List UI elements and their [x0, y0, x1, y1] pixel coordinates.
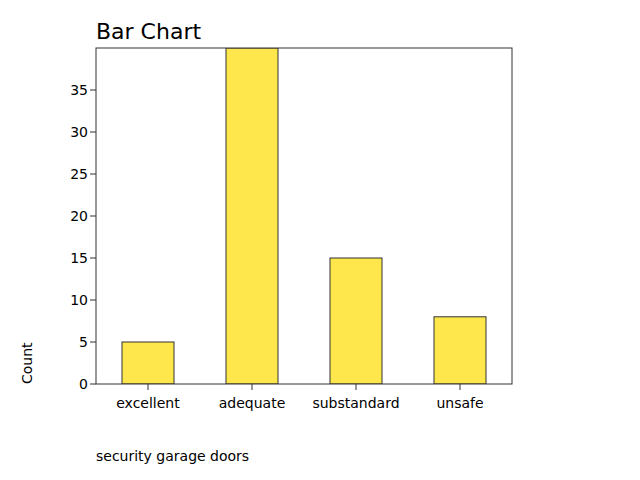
y-tick	[90, 174, 96, 175]
y-tick-label: 5	[79, 334, 88, 350]
y-tick-label: 25	[70, 166, 88, 182]
chart-container: 0 5 10 15 20 25 30 35 excellent adequate substanda…	[0, 0, 640, 480]
y-tick	[90, 216, 96, 217]
y-axis-label: Count	[19, 342, 35, 384]
y-tick	[90, 342, 96, 343]
x-tick-label: adequate	[219, 395, 286, 411]
x-tick-label: unsafe	[436, 395, 483, 411]
x-tick	[252, 384, 253, 390]
y-tick	[90, 90, 96, 91]
plot-frame	[96, 48, 512, 384]
y-tick	[90, 300, 96, 301]
bars	[122, 48, 486, 384]
y-tick-label: 15	[70, 250, 88, 266]
x-tick-label: substandard	[312, 395, 399, 411]
bar	[226, 48, 278, 384]
y-tick-label: 20	[70, 208, 88, 224]
y-tick	[90, 258, 96, 259]
bar	[434, 317, 486, 384]
y-tick	[90, 132, 96, 133]
y-tick-label: 10	[70, 292, 88, 308]
y-tick-label: 35	[70, 82, 88, 98]
x-tick	[356, 384, 357, 390]
chart-svg: 0 5 10 15 20 25 30 35 excellent adequate substanda…	[0, 0, 640, 480]
x-tick	[148, 384, 149, 390]
x-axis-label: security garage doors	[96, 448, 249, 464]
bar	[330, 258, 382, 384]
title: Bar Chart	[96, 19, 201, 44]
y-tick-label: 30	[70, 124, 88, 140]
x-tick-label: excellent	[116, 395, 180, 411]
y-tick	[90, 384, 96, 385]
x-tick	[460, 384, 461, 390]
y-tick-label: 0	[79, 376, 88, 392]
bar	[122, 342, 174, 384]
